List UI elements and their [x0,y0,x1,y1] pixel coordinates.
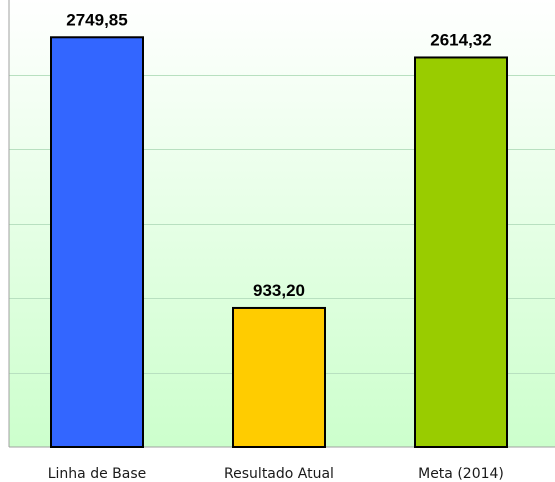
bar [232,306,326,448]
data-label: 2614,32 [430,30,491,49]
category-label: Linha de Base [48,466,147,482]
category-label: Resultado Atual [224,466,334,482]
data-label: 933,20 [253,281,305,300]
data-label: 2749,85 [66,10,127,29]
data-labels: 2749,85 933,20 2614,32 [66,10,491,300]
category-labels: Linha de Base Resultado Atual Meta (2014) [48,466,504,482]
bar [50,36,144,449]
category-label: Meta (2014) [418,466,504,482]
bars [50,36,508,449]
bar [414,56,508,449]
